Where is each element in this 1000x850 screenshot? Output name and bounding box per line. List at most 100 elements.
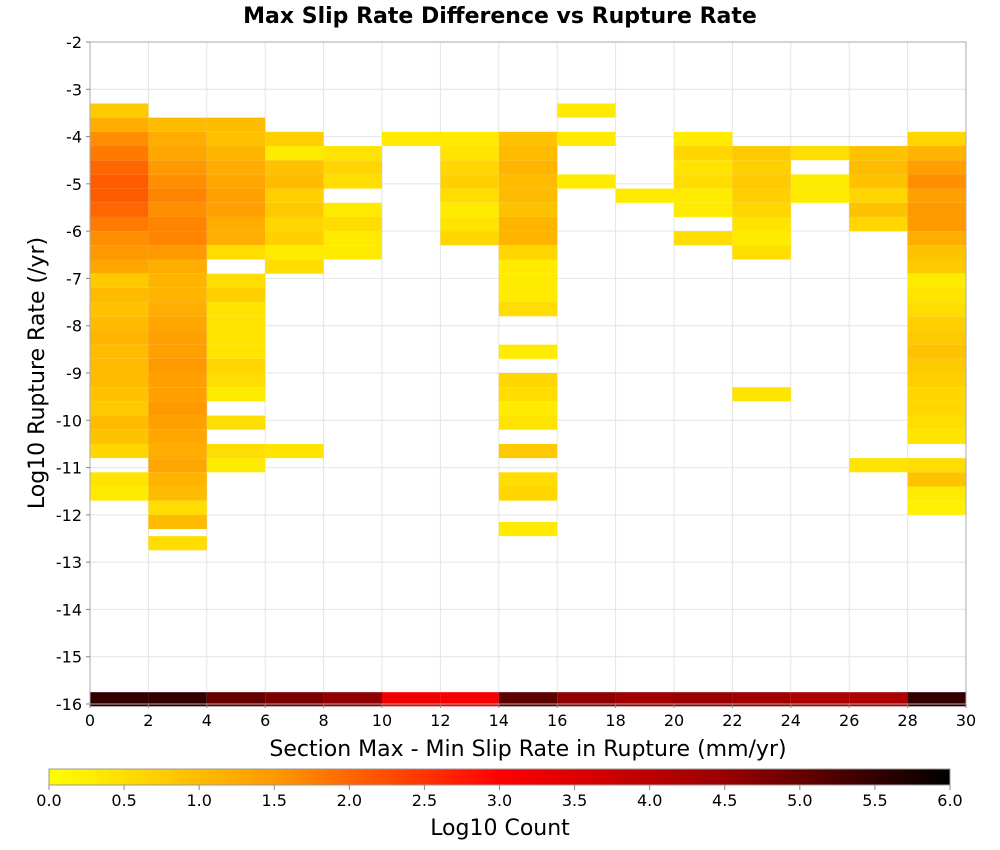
heatmap-cell xyxy=(206,231,266,246)
heatmap-cell xyxy=(206,458,266,473)
colorbar-tick-label: 3.5 xyxy=(562,791,587,810)
heatmap-cell xyxy=(498,174,558,189)
heatmap-cell xyxy=(323,146,382,161)
heatmap-cell xyxy=(498,472,558,487)
heatmap-cell xyxy=(148,387,207,402)
heatmap-cell xyxy=(498,146,558,161)
heatmap-cell xyxy=(440,174,499,189)
x-tick-label: 10 xyxy=(372,711,392,730)
heatmap-cell xyxy=(206,330,266,345)
heatmap-cell xyxy=(323,245,382,260)
heatmap-cell xyxy=(265,245,324,260)
x-axis-ticks: 0 2 4 6 8 10 12 14 16 18 20 22 24 26 28 30 xyxy=(85,704,976,730)
heatmap-cell xyxy=(90,344,149,359)
heatmap-cell xyxy=(148,344,207,359)
heatmap-cell xyxy=(90,316,149,331)
heatmap-cell xyxy=(323,231,382,246)
heatmap-cell xyxy=(440,146,499,161)
heatmap-cell xyxy=(907,344,966,359)
x-tick-label: 20 xyxy=(664,711,684,730)
heatmap-cell xyxy=(148,131,207,147)
heatmap-cell xyxy=(90,302,149,317)
heatmap-cell xyxy=(148,245,207,260)
heatmap-cell xyxy=(849,202,908,217)
heatmap-cell xyxy=(148,443,207,459)
heatmap-cell xyxy=(849,146,908,161)
heatmap-cell xyxy=(732,216,791,232)
heatmap-cell xyxy=(615,692,674,707)
heatmap-cell xyxy=(265,443,324,459)
heatmap-cell xyxy=(323,692,382,707)
heatmap-cell xyxy=(90,117,149,132)
heatmap-cell xyxy=(732,231,791,246)
heatmap-cell xyxy=(90,401,149,416)
heatmap-cell xyxy=(90,273,149,288)
heatmap-cell xyxy=(206,117,266,132)
heatmap-cell xyxy=(90,287,149,303)
heatmap-cell xyxy=(148,358,207,373)
colorbar-tick-label: 0.0 xyxy=(36,791,61,810)
x-tick-label: 2 xyxy=(143,711,153,730)
heatmap-cell xyxy=(907,500,966,515)
colorbar-tick-label: 5.0 xyxy=(787,791,812,810)
heatmap-cell xyxy=(674,231,733,246)
y-tick-label: -12 xyxy=(56,506,82,525)
heatmap-cell xyxy=(674,692,733,707)
heatmap-cell xyxy=(206,174,266,189)
colorbar-tick-label: 3.0 xyxy=(487,791,512,810)
heatmap-cell xyxy=(148,401,207,416)
heatmap-cell xyxy=(148,316,207,331)
x-tick-label: 24 xyxy=(781,711,801,730)
heatmap-cell xyxy=(790,692,850,707)
heatmap-cell xyxy=(323,216,382,232)
heatmap-cell xyxy=(148,146,207,161)
heatmap-cell xyxy=(674,146,733,161)
heatmap-cell xyxy=(148,472,207,487)
heatmap-cell xyxy=(732,202,791,217)
heatmap-cell xyxy=(206,131,266,147)
heatmap-cell xyxy=(498,401,558,416)
heatmap-cell xyxy=(90,245,149,260)
y-tick-label: -14 xyxy=(56,600,82,619)
heatmap-cell xyxy=(498,202,558,217)
x-tick-label: 30 xyxy=(956,711,976,730)
heatmap-cell xyxy=(90,692,149,707)
heatmap-cell xyxy=(849,174,908,189)
heatmap-cell xyxy=(90,146,149,161)
colorbar-tick-label: 4.5 xyxy=(712,791,737,810)
heatmap-cell xyxy=(206,188,266,203)
heatmap-cell xyxy=(206,216,266,232)
chart-title: Max Slip Rate Difference vs Rupture Rate xyxy=(243,4,757,29)
colorbar-tick-label: 1.5 xyxy=(262,791,287,810)
heatmap-cell xyxy=(148,216,207,232)
heatmap-cell xyxy=(557,103,616,118)
heatmap-cell xyxy=(206,387,266,402)
heatmap-cell xyxy=(148,536,207,551)
colorbar-label: Log10 Count xyxy=(430,816,570,841)
heatmap-cell xyxy=(206,316,266,331)
heatmap-cell xyxy=(148,174,207,189)
heatmap-cell xyxy=(557,131,616,147)
heatmap-cell xyxy=(90,429,149,444)
heatmap-cell xyxy=(498,287,558,303)
y-tick-label: -6 xyxy=(66,222,82,241)
heatmap-cell xyxy=(732,174,791,189)
y-tick-label: -3 xyxy=(66,80,82,99)
y-tick-label: -5 xyxy=(66,175,82,194)
heatmap-cell xyxy=(90,174,149,189)
heatmap-cells xyxy=(90,103,966,707)
heatmap-cell xyxy=(498,415,558,430)
colorbar xyxy=(48,768,951,786)
heatmap-cell xyxy=(907,415,966,430)
heatmap-cell xyxy=(849,692,908,707)
heatmap-cell xyxy=(907,373,966,388)
x-tick-label: 16 xyxy=(547,711,567,730)
heatmap-cell xyxy=(206,302,266,317)
heatmap-cell xyxy=(265,231,324,246)
y-axis-label: Log10 Rupture Rate (/yr) xyxy=(25,237,50,509)
y-tick-label: -11 xyxy=(56,459,82,478)
heatmap-cell xyxy=(148,486,207,501)
heatmap-cell xyxy=(440,231,499,246)
heatmap-cell xyxy=(440,131,499,147)
heatmap-cell xyxy=(323,160,382,175)
